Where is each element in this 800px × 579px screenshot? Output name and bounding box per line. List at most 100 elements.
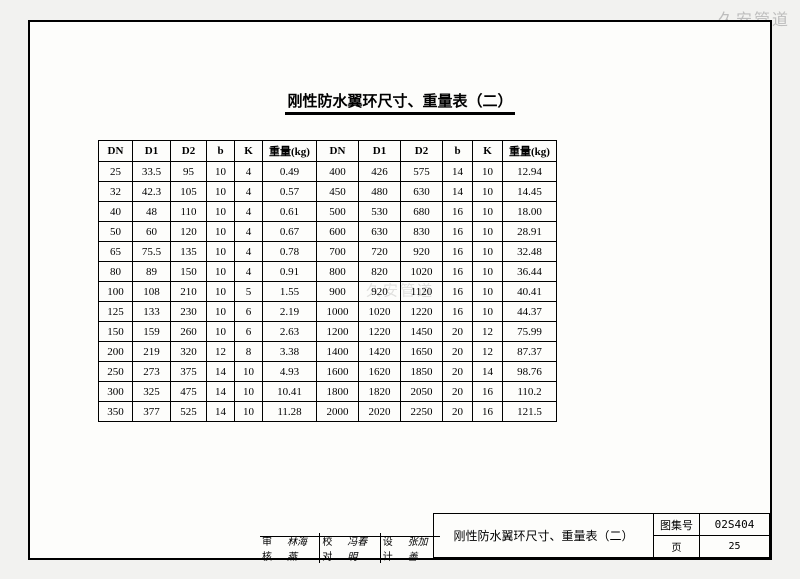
table-cell: 36.44	[503, 262, 557, 282]
titleblock-desc: 刚性防水翼环尺寸、重量表（二）	[434, 514, 654, 558]
design-signature: 张加善	[404, 533, 440, 563]
table-cell: 10	[207, 282, 235, 302]
table-cell: 133	[133, 302, 171, 322]
table-cell: 14	[473, 362, 503, 382]
table-row: 25027337514104.93160016201850201498.76	[99, 362, 557, 382]
table-cell: 10	[473, 282, 503, 302]
table-row: 6575.51351040.78700720920161032.48	[99, 242, 557, 262]
title-underline	[285, 112, 515, 115]
table-cell: 4	[235, 202, 263, 222]
table-cell: 500	[317, 202, 359, 222]
table-cell: 10	[207, 222, 235, 242]
table-cell: 450	[317, 182, 359, 202]
table-cell: 2000	[317, 402, 359, 422]
table-cell: 65	[99, 242, 133, 262]
table-cell: 475	[171, 382, 207, 402]
titleblock-page-label: 页	[654, 536, 700, 558]
table-cell: 480	[359, 182, 401, 202]
table-row: 1001082101051.559009201120161040.41	[99, 282, 557, 302]
table-row: 80891501040.918008201020161036.44	[99, 262, 557, 282]
table-row: 50601201040.67600630830161028.91	[99, 222, 557, 242]
table-cell: 2.63	[263, 322, 317, 342]
table-cell: 12.94	[503, 162, 557, 182]
check-signature: 冯春明	[343, 533, 379, 563]
table-cell: 350	[99, 402, 133, 422]
table-cell: 426	[359, 162, 401, 182]
table-cell: 0.78	[263, 242, 317, 262]
table-cell: 14	[207, 402, 235, 422]
table-cell: 230	[171, 302, 207, 322]
table-cell: 1020	[401, 262, 443, 282]
table-cell: 10	[473, 182, 503, 202]
col-b-r: b	[443, 141, 473, 162]
table-cell: 33.5	[133, 162, 171, 182]
table-cell: 830	[401, 222, 443, 242]
table-cell: 16	[443, 202, 473, 222]
table-cell: 98.76	[503, 362, 557, 382]
table-cell: 32.48	[503, 242, 557, 262]
table-cell: 250	[99, 362, 133, 382]
table-cell: 900	[317, 282, 359, 302]
table-cell: 28.91	[503, 222, 557, 242]
table-cell: 575	[401, 162, 443, 182]
table-cell: 375	[171, 362, 207, 382]
table-row: 2533.5951040.49400426575141012.94	[99, 162, 557, 182]
table-cell: 10	[207, 242, 235, 262]
table-cell: 1220	[359, 322, 401, 342]
table-cell: 4.93	[263, 362, 317, 382]
table-cell: 525	[171, 402, 207, 422]
table-cell: 150	[99, 322, 133, 342]
table-cell: 20	[443, 402, 473, 422]
col-weight-r: 重量(kg)	[503, 141, 557, 162]
table-cell: 120	[171, 222, 207, 242]
table-cell: 18.00	[503, 202, 557, 222]
table-cell: 1820	[359, 382, 401, 402]
page-frame: 久安管道 刚性防水翼环尺寸、重量表（二） DN D1 D2 b K 重量(kg)…	[28, 20, 772, 560]
table-cell: 920	[359, 282, 401, 302]
table-cell: 16	[443, 242, 473, 262]
table-cell: 80	[99, 262, 133, 282]
table-cell: 1400	[317, 342, 359, 362]
signature-strip: 审核 林海燕 校对 冯春明 设计 张加善	[260, 536, 440, 558]
table-cell: 530	[359, 202, 401, 222]
table-cell: 1200	[317, 322, 359, 342]
table-cell: 400	[317, 162, 359, 182]
table-cell: 630	[401, 182, 443, 202]
table-cell: 20	[443, 342, 473, 362]
col-d2: D2	[171, 141, 207, 162]
table-cell: 273	[133, 362, 171, 382]
table-cell: 1620	[359, 362, 401, 382]
col-b: b	[207, 141, 235, 162]
table-cell: 300	[99, 382, 133, 402]
table-cell: 720	[359, 242, 401, 262]
table-cell: 700	[317, 242, 359, 262]
col-d2-r: D2	[401, 141, 443, 162]
table-cell: 1650	[401, 342, 443, 362]
col-weight: 重量(kg)	[263, 141, 317, 162]
table-cell: 20	[443, 382, 473, 402]
table-cell: 25	[99, 162, 133, 182]
table-cell: 10	[235, 402, 263, 422]
table-cell: 16	[443, 302, 473, 322]
table-cell: 16	[443, 222, 473, 242]
table-cell: 125	[99, 302, 133, 322]
table-cell: 16	[443, 282, 473, 302]
table-cell: 325	[133, 382, 171, 402]
title-block: 刚性防水翼环尺寸、重量表（二） 图集号 02S404 页 25	[433, 513, 770, 558]
table-cell: 0.67	[263, 222, 317, 242]
table-cell: 12	[473, 322, 503, 342]
table-cell: 2.19	[263, 302, 317, 322]
table-cell: 5	[235, 282, 263, 302]
table-cell: 44.37	[503, 302, 557, 322]
table-cell: 50	[99, 222, 133, 242]
table-cell: 1850	[401, 362, 443, 382]
table-cell: 800	[317, 262, 359, 282]
table-cell: 10	[473, 302, 503, 322]
table-cell: 1.55	[263, 282, 317, 302]
table-cell: 121.5	[503, 402, 557, 422]
table-cell: 108	[133, 282, 171, 302]
table-cell: 75.5	[133, 242, 171, 262]
table-cell: 11.28	[263, 402, 317, 422]
table-row: 1251332301062.19100010201220161044.37	[99, 302, 557, 322]
table-cell: 40.41	[503, 282, 557, 302]
